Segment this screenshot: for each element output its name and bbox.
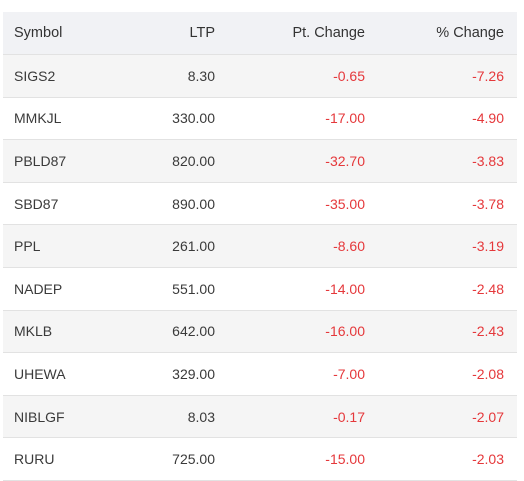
pt-change-cell: -16.00 xyxy=(325,323,365,340)
column-header-symbol[interactable]: Symbol xyxy=(14,25,63,41)
pct-change-cell: -2.08 xyxy=(472,365,504,382)
pct-change-cell: -2.48 xyxy=(472,280,504,297)
ltp-cell: 820.00 xyxy=(172,152,215,169)
symbol-cell[interactable]: RURU xyxy=(14,451,55,468)
ltp-cell: 890.00 xyxy=(172,195,215,212)
pt-change-cell: -7.00 xyxy=(333,365,365,382)
pt-change-cell: -0.17 xyxy=(333,408,365,425)
column-header-pt-change[interactable]: Pt. Change xyxy=(292,25,365,41)
ltp-cell: 329.00 xyxy=(172,365,215,382)
table-row[interactable]: NIBLGF 8.03 -0.17 -2.07 xyxy=(3,395,517,439)
table-row[interactable]: SBD87 890.00 -35.00 -3.78 xyxy=(3,182,517,226)
symbol-cell[interactable]: PBLD87 xyxy=(14,152,67,169)
pt-change-cell: -8.60 xyxy=(333,238,365,255)
pt-change-cell: -15.00 xyxy=(325,451,365,468)
ltp-cell: 642.00 xyxy=(172,323,215,340)
ltp-cell: 551.00 xyxy=(172,280,215,297)
symbol-cell[interactable]: NADEP xyxy=(14,280,63,297)
table-row[interactable]: PBLD87 820.00 -32.70 -3.83 xyxy=(3,140,517,183)
pct-change-cell: -3.83 xyxy=(472,152,504,169)
table-row[interactable]: UHEWA 329.00 -7.00 -2.08 xyxy=(3,353,517,396)
ltp-cell: 8.03 xyxy=(187,408,215,425)
symbol-cell[interactable]: PPL xyxy=(14,238,41,255)
ltp-cell: 330.00 xyxy=(172,110,215,127)
table-row[interactable]: RURU 725.00 -15.00 -2.03 xyxy=(3,438,517,481)
column-header-ltp[interactable]: LTP xyxy=(189,25,215,41)
pt-change-cell: -17.00 xyxy=(325,110,365,127)
symbol-cell[interactable]: SIGS2 xyxy=(14,67,56,84)
table-row[interactable]: PPL 261.00 -8.60 -3.19 xyxy=(3,225,517,268)
pct-change-cell: -2.03 xyxy=(472,451,504,468)
pct-change-cell: -3.78 xyxy=(472,195,504,212)
symbol-cell[interactable]: NIBLGF xyxy=(14,408,65,425)
pct-change-cell: -2.07 xyxy=(472,408,504,425)
table-row[interactable]: NADEP 551.00 -14.00 -2.48 xyxy=(3,267,517,311)
symbol-cell[interactable]: MMKJL xyxy=(14,110,62,127)
top-losers-table: Symbol LTP Pt. Change % Change SIGS2 8.3… xyxy=(3,12,517,481)
pt-change-cell: -35.00 xyxy=(325,195,365,212)
column-header-pct-change[interactable]: % Change xyxy=(436,25,504,41)
pt-change-cell: -0.65 xyxy=(333,67,365,84)
pt-change-cell: -14.00 xyxy=(325,280,365,297)
ltp-cell: 725.00 xyxy=(172,451,215,468)
pct-change-cell: -4.90 xyxy=(472,110,504,127)
table-row[interactable]: MMKJL 330.00 -17.00 -4.90 xyxy=(3,97,517,141)
pct-change-cell: -2.43 xyxy=(472,323,504,340)
ltp-cell: 261.00 xyxy=(172,238,215,255)
symbol-cell[interactable]: SBD87 xyxy=(14,195,59,212)
table-header: Symbol LTP Pt. Change % Change xyxy=(3,12,517,55)
symbol-cell[interactable]: MKLB xyxy=(14,323,53,340)
pct-change-cell: -7.26 xyxy=(472,67,504,84)
pct-change-cell: -3.19 xyxy=(472,238,504,255)
symbol-cell[interactable]: UHEWA xyxy=(14,365,66,382)
table-row[interactable]: MKLB 642.00 -16.00 -2.43 xyxy=(3,310,517,354)
pt-change-cell: -32.70 xyxy=(325,152,365,169)
ltp-cell: 8.30 xyxy=(187,67,215,84)
table-row[interactable]: SIGS2 8.30 -0.65 -7.26 xyxy=(3,55,517,98)
